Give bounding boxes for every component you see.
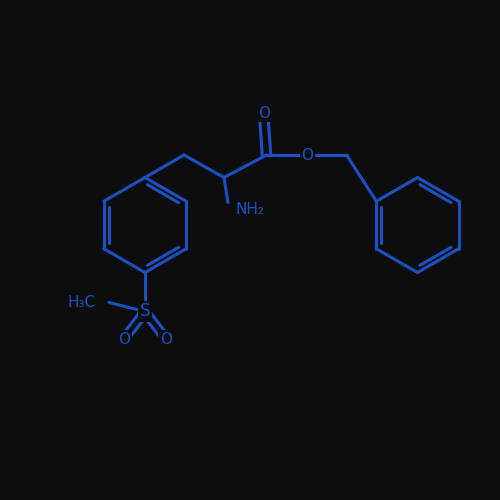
Text: H₃C: H₃C	[68, 295, 96, 310]
Text: O: O	[302, 148, 314, 162]
Text: S: S	[140, 302, 150, 320]
Text: O: O	[160, 332, 172, 346]
Text: O: O	[258, 106, 270, 120]
Text: O: O	[118, 332, 130, 346]
Text: NH₂: NH₂	[236, 202, 264, 218]
